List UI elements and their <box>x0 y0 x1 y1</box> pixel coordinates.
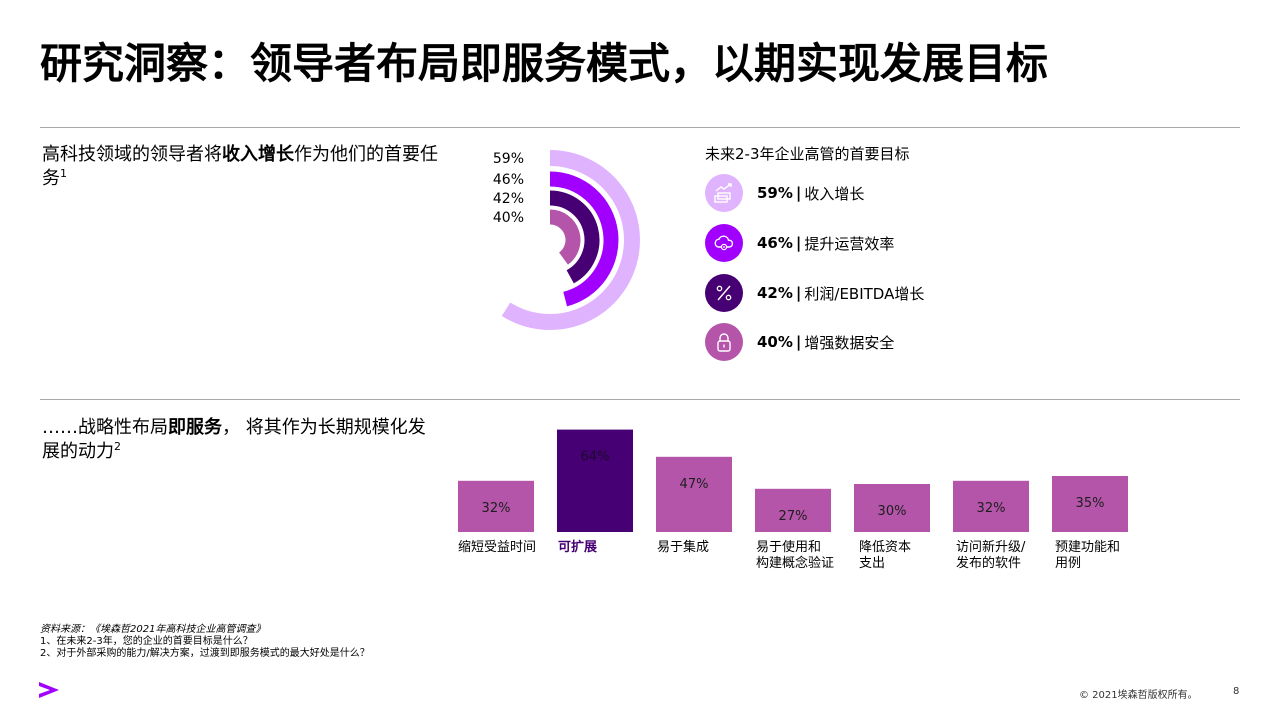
goal-label: 增强数据安全 <box>804 333 895 352</box>
bar <box>1052 476 1128 532</box>
section2-lead: ……战略性布局即服务， 将其作为长期规模化发展的动力2 <box>42 416 442 464</box>
bar-category-label: 降低资本 支出 <box>859 540 912 571</box>
bar <box>656 456 732 532</box>
goal-separator: | <box>795 234 802 252</box>
bar-category-label: 易于使用和 构建概念验证 <box>756 540 835 571</box>
page-number: 8 <box>1233 686 1240 697</box>
goal-label: 收入增长 <box>804 184 865 203</box>
bar-category-label: 易于集成 <box>657 540 710 555</box>
bar <box>953 480 1029 532</box>
footnote-marker: 2 <box>114 440 121 453</box>
lead-text: ……战略性布局 <box>42 417 168 438</box>
revenue-growth-icon <box>705 174 743 212</box>
divider-top <box>40 127 1240 128</box>
lead-text-end: 作为他们的首要任务 <box>42 144 438 189</box>
page-title: 研究洞察：领导者布局即服务模式，以期实现发展目标 <box>40 39 1049 88</box>
goal-pct: 46% <box>757 234 793 252</box>
bar <box>557 429 633 532</box>
percent-icon <box>705 274 743 312</box>
bar <box>755 488 831 532</box>
goal-item-revenue: 59% | 收入增长 <box>705 174 864 212</box>
footnote-marker: 1 <box>60 167 67 180</box>
footnotes: 资料来源：《埃森哲2021年高科技企业高管调查》 1、在未来2-3年，您的企业的… <box>40 624 370 660</box>
bar-value-label: 32% <box>977 501 1006 516</box>
goal-separator: | <box>795 284 802 302</box>
radial-bar-arc <box>501 150 640 330</box>
section1-lead: 高科技领域的领导者将收入增长作为他们的首要任务1 <box>42 143 442 191</box>
bar-value-label: 47% <box>680 477 709 492</box>
goal-item-profit: 42% | 利润/EBITDA增长 <box>705 274 924 312</box>
radial-bar-arc <box>549 171 619 307</box>
radial-bar-label: 46% <box>493 172 524 188</box>
radial-bar-arc <box>549 209 581 265</box>
goal-separator: | <box>795 333 802 351</box>
footnote-1: 1、在未来2-3年，您的企业的首要目标是什么？ <box>40 636 253 647</box>
bar-value-label: 32% <box>482 501 511 516</box>
divider-middle <box>40 399 1240 400</box>
bar-value-label: 30% <box>878 504 907 519</box>
bar <box>854 484 930 532</box>
lead-text: 高科技领域的领导者将 <box>42 144 222 165</box>
goal-label: 提升运营效率 <box>804 234 895 253</box>
lead-highlight: 即服务 <box>168 417 222 438</box>
accenture-arrow-icon <box>38 680 60 704</box>
radial-bar-arc <box>549 190 600 284</box>
lead-text-end: ， 将其作为长期规模化发展的动力 <box>42 417 426 462</box>
benefits-bar-chart: 32% 64% 47% 27% 30% 32% 35% <box>458 429 1128 532</box>
bar-value-label: 27% <box>779 509 808 524</box>
radial-bar-label: 40% <box>493 210 524 226</box>
radial-bar-label: 59% <box>493 151 524 167</box>
bar-category-label: 缩短受益时间 <box>458 540 537 555</box>
radial-bar-chart: 59% 46% 42% 40% <box>493 150 640 330</box>
goal-label: 利润/EBITDA增长 <box>804 284 925 303</box>
bar-value-label: 35% <box>1076 496 1105 511</box>
source-note: 资料来源：《埃森哲2021年高科技企业高管调查》 <box>40 624 266 635</box>
goal-item-security: 40% | 增强数据安全 <box>705 323 894 361</box>
copyright: © 2021埃森哲版权所有。 <box>1079 690 1198 701</box>
bar-value-label: 64% <box>581 450 610 465</box>
goal-separator: | <box>795 184 802 202</box>
goals-title: 未来2-3年企业高管的首要目标 <box>705 145 910 163</box>
goal-item-efficiency: 46% | 提升运营效率 <box>705 224 894 262</box>
radial-bar-label: 42% <box>493 191 524 207</box>
bar-category-label: 访问新升级/ 发布的软件 <box>956 540 1026 571</box>
bar-category-label: 预建功能和 用例 <box>1055 540 1121 571</box>
cloud-gear-icon <box>705 224 743 262</box>
goal-pct: 40% <box>757 333 793 351</box>
lead-highlight: 收入增长 <box>222 144 294 165</box>
footnote-2: 2、对于外部采购的能力/解决方案，过渡到即服务模式的最大好处是什么？ <box>40 648 370 659</box>
bar <box>458 480 534 532</box>
goal-pct: 42% <box>757 284 793 302</box>
goal-pct: 59% <box>757 184 793 202</box>
bar-category-label: 可扩展 <box>558 540 598 555</box>
padlock-icon <box>705 323 743 361</box>
